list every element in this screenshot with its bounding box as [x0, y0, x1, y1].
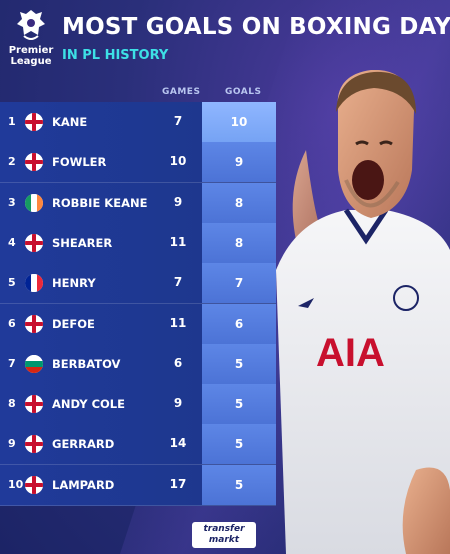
england-flag-icon [25, 153, 43, 172]
rank-number: 1 [8, 115, 16, 128]
table-row: 8 ANDY COLE 9 5 [0, 384, 276, 426]
goals-value: 7 [234, 276, 244, 291]
england-flag-icon [25, 435, 43, 454]
goals-value: 5 [234, 477, 244, 492]
goals-value: 6 [234, 316, 244, 331]
page-title: MOST GOALS ON BOXING DAY [62, 14, 450, 40]
goals-cell: 5 [202, 424, 276, 465]
table-row: 1 KANE 7 10 [0, 102, 276, 143]
player-name: KANE [52, 115, 88, 129]
player-name: ANDY COLE [52, 397, 125, 412]
rank-number: 5 [8, 276, 16, 290]
table-row: 10 LAMPARD 17 5 [0, 464, 276, 506]
player-name: FOWLER [52, 155, 107, 170]
goals-cell: 9 [202, 142, 276, 183]
rank-number: 8 [8, 397, 16, 411]
rank-number: 4 [8, 235, 16, 249]
goals-value: 5 [234, 437, 244, 452]
player-name: GERRARD [52, 437, 115, 452]
table-row: 9 GERRARD 14 5 [0, 424, 276, 466]
goals-value: 5 [234, 356, 244, 371]
shirt-sponsor: AIA [316, 331, 385, 375]
table-row: 2 FOWLER 10 9 [0, 142, 276, 184]
player-name: SHEARER [52, 235, 113, 250]
rank-number: 6 [8, 316, 16, 330]
games-value: 9 [173, 194, 183, 209]
table-row: 3 ROBBIE KEANE 9 8 [0, 182, 276, 224]
goals-cell: 7 [202, 263, 276, 304]
premier-league-logo: Premier League [8, 8, 54, 67]
goals-cell: 8 [202, 182, 276, 223]
page-subtitle: IN PL HISTORY [62, 48, 169, 63]
goals-column-header: GOALS [225, 87, 262, 97]
france-flag-icon [25, 274, 43, 293]
games-value: 9 [173, 396, 183, 411]
england-flag-icon [25, 314, 43, 333]
games-value: 10 [169, 154, 187, 169]
player-image: AIA [276, 70, 450, 554]
player-name: BERBATOV [52, 356, 121, 371]
games-value: 7 [173, 114, 183, 128]
transfermarkt-logo: transfer markt [192, 522, 256, 548]
player-name: ROBBIE KEANE [52, 195, 148, 210]
games-value: 11 [169, 315, 187, 330]
table-row: 5 HENRY 7 7 [0, 263, 276, 305]
rank-number: 2 [8, 155, 16, 169]
rank-number: 7 [8, 356, 16, 370]
goals-value: 10 [230, 115, 248, 129]
goals-value: 9 [234, 155, 244, 170]
england-flag-icon [25, 395, 43, 414]
rank-number: 3 [8, 195, 16, 209]
tm-line2: markt [208, 535, 240, 545]
ireland-flag-icon [25, 193, 43, 212]
england-flag-icon [25, 113, 43, 131]
club-crest-icon [393, 285, 419, 311]
goals-cell: 5 [202, 384, 276, 425]
player-name: HENRY [52, 276, 96, 291]
bulgaria-flag-icon [25, 354, 43, 373]
player-name: LAMPARD [52, 477, 115, 492]
goals-value: 8 [234, 235, 244, 250]
goals-cell: 5 [202, 464, 276, 505]
games-value: 14 [169, 436, 187, 451]
logo-line1: Premier [8, 45, 54, 56]
games-value: 11 [169, 234, 187, 249]
england-flag-icon [25, 475, 43, 494]
games-value: 6 [173, 355, 183, 370]
table-row: 7 BERBATOV 6 5 [0, 343, 276, 385]
goals-cell: 10 [202, 102, 276, 142]
goals-cell: 6 [202, 303, 276, 344]
england-flag-icon [25, 233, 43, 252]
table-row: 4 SHEARER 11 8 [0, 222, 276, 264]
rank-number: 10 [8, 477, 24, 491]
logo-line2: League [10, 56, 52, 67]
tm-line1: transfer [203, 524, 245, 534]
rank-number: 9 [8, 437, 16, 451]
games-column-header: GAMES [162, 87, 201, 97]
table-row: 6 DEFOE 11 6 [0, 303, 276, 345]
games-value: 17 [169, 476, 187, 491]
goals-cell: 8 [202, 222, 276, 263]
player-name: DEFOE [52, 316, 95, 331]
goals-value: 8 [234, 195, 244, 210]
goals-cell: 5 [202, 343, 276, 384]
goals-value: 5 [234, 397, 244, 412]
games-value: 7 [173, 275, 183, 290]
lion-crest-icon [17, 10, 45, 40]
